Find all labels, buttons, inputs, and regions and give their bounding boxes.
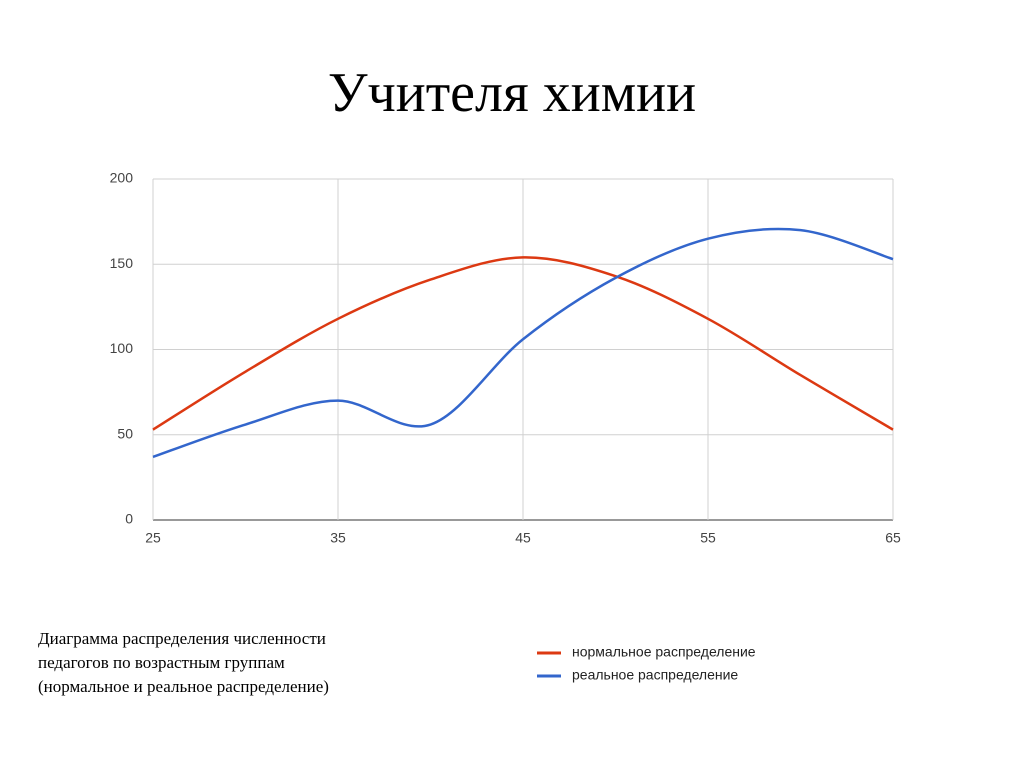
- y-tick-label: 150: [110, 255, 134, 271]
- legend-label: реальное распределение: [572, 667, 738, 683]
- x-tick-label: 35: [330, 530, 346, 546]
- x-tick-label: 55: [700, 530, 716, 546]
- series-line: [152, 227, 894, 459]
- x-tick-label: 25: [145, 530, 161, 546]
- caption: педагогов по возрастным группам: [38, 653, 285, 672]
- series-line: [152, 256, 894, 431]
- caption: Диаграмма распределения численности: [38, 629, 326, 648]
- y-tick-label: 0: [125, 511, 133, 527]
- x-tick-label: 65: [885, 530, 901, 546]
- y-tick-label: 50: [117, 425, 133, 441]
- caption: (нормальное и реальное распределение): [38, 677, 329, 696]
- chart-title: Учителя химии: [328, 62, 696, 124]
- y-tick-label: 100: [110, 340, 134, 356]
- x-tick-label: 45: [515, 530, 531, 546]
- y-tick-label: 200: [110, 170, 134, 186]
- legend-label: нормальное распределение: [572, 644, 756, 660]
